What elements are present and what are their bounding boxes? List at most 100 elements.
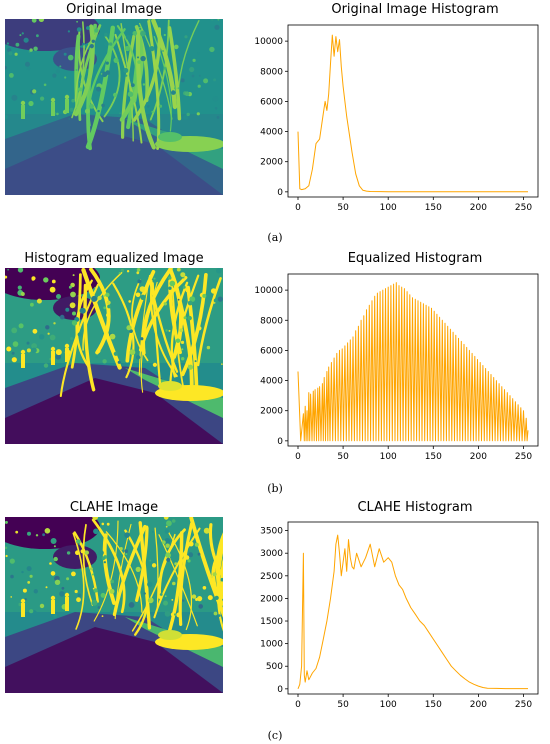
foliage-speckle — [110, 609, 114, 613]
foliage-speckle — [106, 300, 111, 305]
foliage-speckle — [164, 610, 171, 617]
foliage-speckle — [174, 562, 178, 566]
foliage-speckle — [197, 552, 201, 556]
foliage-speckle — [5, 114, 8, 119]
foliage-speckle — [171, 90, 176, 95]
foliage-speckle — [117, 360, 121, 364]
foliage-speckle — [137, 279, 142, 284]
tree-branch — [154, 527, 159, 611]
foliage-speckle — [187, 559, 191, 563]
foliage-speckle — [203, 527, 210, 534]
y-tick-label: 2000 — [260, 407, 283, 417]
tree-branch — [150, 19, 178, 110]
foliage-speckle — [191, 594, 197, 599]
foliage-speckle — [159, 593, 163, 596]
y-tick-label: 10000 — [254, 286, 283, 296]
foliage-speckle — [45, 325, 50, 330]
foliage-speckle — [39, 334, 45, 340]
foliage-speckle — [147, 581, 153, 587]
foliage-speckle — [120, 268, 125, 273]
foliage-speckle — [214, 24, 220, 30]
pedestrian — [21, 105, 25, 119]
foliage-speckle — [183, 114, 189, 120]
hist-title-c: CLAHE Histogram — [357, 500, 473, 515]
foliage-speckle — [151, 563, 157, 568]
foliage-speckle — [135, 292, 141, 298]
foliage-speckle — [125, 34, 132, 40]
foliage-speckle — [94, 28, 99, 33]
foliage-speckle — [78, 87, 83, 92]
foliage-speckle — [32, 328, 38, 334]
foliage-speckle — [125, 553, 128, 555]
tree-branch — [135, 30, 156, 150]
foliage-speckle — [39, 603, 45, 609]
road-foreground — [5, 129, 223, 195]
foliage-speckle — [218, 614, 221, 617]
foliage-speckle — [44, 528, 51, 534]
foliage-speckle — [177, 87, 180, 90]
foliage-speckle — [163, 600, 168, 606]
pedestrian — [65, 99, 69, 113]
y-tick-label: 2000 — [260, 594, 283, 604]
tree-branch — [167, 531, 184, 633]
tree-branch — [125, 269, 156, 363]
foliage-speckle — [69, 302, 76, 309]
foliage-speckle — [12, 341, 19, 347]
x-tick-label: 150 — [425, 452, 442, 462]
foliage-speckle — [123, 68, 129, 73]
pedestrian — [51, 351, 55, 365]
foliage-speckle — [149, 46, 155, 52]
foliage-speckle — [137, 56, 139, 59]
foliage-speckle — [188, 552, 194, 558]
foliage-speckle — [6, 346, 12, 352]
foliage-speckle — [50, 571, 56, 576]
foliage-speckle — [43, 277, 49, 283]
histogram-line — [297, 534, 528, 690]
foliage-speckle — [168, 276, 172, 280]
foliage-speckle — [26, 348, 31, 353]
tree-branch — [82, 523, 94, 606]
foliage-speckle — [197, 326, 202, 331]
x-tick-label: 0 — [295, 700, 301, 710]
foliage-speckle — [163, 66, 166, 70]
foliage-speckle — [176, 268, 181, 272]
foliage-speckle — [196, 112, 200, 116]
tree-branch — [167, 531, 193, 631]
foliage-speckle — [177, 298, 180, 301]
foliage-speckle — [124, 45, 130, 52]
foliage-speckle — [106, 522, 110, 526]
y-tick-label: 6000 — [260, 346, 283, 356]
foliage-speckle — [157, 19, 160, 22]
foliage-speckle — [71, 320, 78, 326]
foliage-speckle — [89, 104, 94, 109]
foliage-speckle — [19, 34, 22, 37]
foliage-speckle — [84, 550, 90, 555]
tree-branch — [124, 529, 149, 636]
foliage-speckle — [128, 300, 131, 303]
foliage-speckle — [35, 534, 39, 537]
tree-branch — [135, 526, 149, 602]
tree-branch — [132, 27, 162, 122]
foliage-speckle — [210, 288, 217, 294]
foliage-speckle — [113, 57, 119, 64]
foliage-speckle — [173, 613, 177, 616]
y-tick-label: 0 — [277, 437, 283, 447]
foliage-speckle — [5, 546, 8, 550]
pedestrian — [51, 600, 55, 614]
foliage-speckle — [93, 588, 98, 593]
foliage-speckle — [101, 103, 105, 108]
tree-branch — [131, 279, 149, 362]
foliage-speckle — [126, 270, 130, 273]
plot-frame — [287, 521, 539, 695]
foliage-speckle — [166, 557, 171, 562]
foliage-speckle — [80, 549, 85, 554]
foliage-speckle — [95, 355, 99, 359]
foliage-speckle — [107, 304, 111, 309]
foliage-speckle — [103, 561, 106, 564]
tree-branch — [196, 277, 222, 367]
tree-branch — [150, 280, 178, 378]
foliage-speckle — [139, 27, 142, 30]
foliage-speckle — [68, 118, 70, 120]
foliage-speckle — [105, 61, 109, 65]
foliage-speckle — [67, 54, 74, 61]
